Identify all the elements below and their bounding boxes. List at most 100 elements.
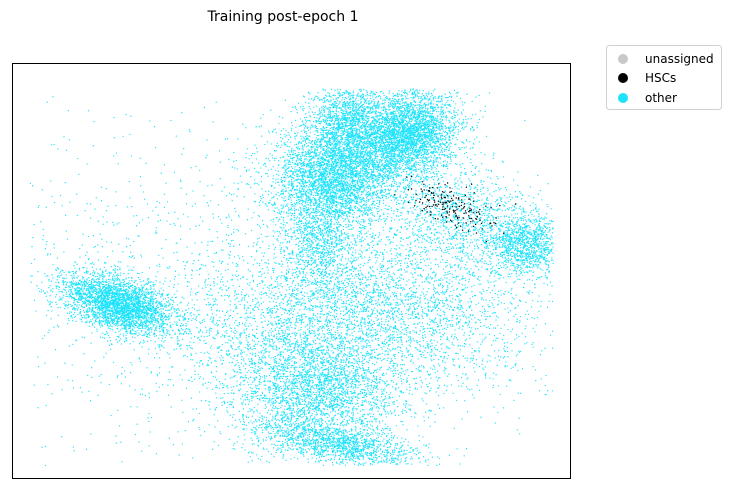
scatter-point — [288, 184, 290, 187]
scatter-point — [286, 145, 288, 147]
scatter-point — [57, 275, 59, 277]
scatter-point — [164, 327, 166, 329]
scatter-point — [110, 297, 112, 299]
scatter-point — [272, 165, 275, 168]
scatter-point — [139, 278, 141, 281]
scatter-point — [237, 182, 239, 185]
scatter-point — [106, 324, 109, 327]
scatter-point — [170, 326, 172, 328]
scatter-point — [239, 175, 242, 177]
scatter-point — [176, 304, 179, 306]
scatter-point — [102, 279, 104, 281]
scatter-point — [65, 304, 67, 306]
scatter-point — [260, 125, 263, 127]
scatter-point — [366, 210, 368, 212]
scatter-point — [109, 279, 111, 281]
scatter-point — [109, 336, 111, 339]
scatter-point — [74, 267, 76, 269]
scatter-point — [60, 271, 62, 273]
scatter-point — [145, 283, 148, 285]
scatter-point — [305, 186, 307, 189]
scatter-point — [141, 323, 144, 325]
scatter-point — [86, 295, 88, 297]
scatter-point — [123, 289, 125, 291]
scatter-point — [58, 272, 61, 274]
scatter-point — [132, 318, 134, 320]
scatter-point — [260, 135, 263, 137]
scatter-point — [106, 306, 109, 309]
scatter-point — [132, 296, 135, 299]
scatter-point — [290, 157, 292, 160]
scatter-point — [91, 301, 94, 304]
scatter-point — [287, 187, 290, 189]
scatter-point — [134, 297, 137, 299]
scatter-point — [94, 288, 96, 291]
scatter-point — [275, 179, 277, 181]
scatter-point — [435, 183, 437, 186]
scatter-point — [318, 189, 321, 191]
scatter-point — [185, 322, 187, 325]
scatter-point — [180, 301, 182, 303]
scatter-point — [159, 281, 161, 283]
scatter-point — [132, 269, 134, 272]
scatter-point — [73, 274, 75, 276]
scatter-point — [145, 291, 148, 294]
scatter-point — [108, 271, 110, 274]
scatter-point — [147, 353, 150, 355]
scatter-point — [147, 293, 150, 295]
scatter-point — [148, 336, 150, 339]
scatter-point — [128, 303, 130, 305]
scatter-point — [315, 212, 317, 214]
scatter-point — [161, 293, 164, 295]
scatter-point — [63, 271, 65, 274]
scatter-point — [149, 322, 151, 324]
scatter-point — [140, 312, 143, 314]
scatter-point — [168, 313, 170, 315]
scatter-point — [128, 312, 130, 314]
scatter-point — [128, 305, 130, 307]
scatter-point — [162, 323, 165, 325]
scatter-point — [135, 309, 137, 312]
scatter-point — [115, 304, 117, 306]
scatter-point — [105, 279, 107, 281]
scatter-point — [307, 192, 309, 194]
scatter-point — [351, 209, 353, 211]
scatter-point — [154, 330, 156, 332]
scatter-point — [37, 271, 39, 273]
scatter-point — [153, 308, 155, 311]
scatter-point — [105, 286, 108, 289]
scatter-point — [324, 96, 326, 99]
scatter-point — [271, 197, 273, 199]
scatter-point — [140, 284, 142, 286]
scatter-point — [121, 317, 123, 319]
scatter-point — [124, 323, 126, 325]
scatter-point — [78, 295, 81, 298]
scatter-point — [115, 339, 117, 341]
scatter-point — [141, 346, 143, 348]
scatter-point — [338, 223, 341, 226]
scatter-point — [62, 277, 64, 279]
scatter-point — [143, 293, 146, 295]
scatter-point — [157, 317, 159, 320]
scatter-point — [114, 265, 117, 267]
scatter-point — [133, 323, 135, 325]
scatter-point — [55, 293, 58, 296]
scatter-point — [99, 315, 101, 317]
scatter-point — [91, 284, 93, 287]
scatter-point — [176, 290, 178, 292]
scatter-point — [114, 317, 116, 320]
scatter-point — [48, 280, 50, 282]
scatter-point — [260, 181, 263, 183]
scatter-point — [329, 165, 331, 168]
scatter-point — [370, 172, 373, 174]
scatter-point — [314, 147, 316, 150]
scatter-point — [281, 117, 284, 119]
scatter-point — [107, 334, 109, 337]
scatter-point — [124, 288, 127, 291]
scatter-point — [259, 225, 261, 227]
scatter-point — [377, 169, 379, 171]
scatter-point — [90, 297, 93, 299]
scatter-point — [369, 189, 372, 191]
scatter-point — [44, 292, 47, 295]
scatter-point — [149, 285, 152, 287]
